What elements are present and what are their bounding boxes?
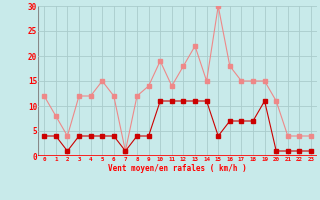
X-axis label: Vent moyen/en rafales ( km/h ): Vent moyen/en rafales ( km/h ) (108, 164, 247, 173)
